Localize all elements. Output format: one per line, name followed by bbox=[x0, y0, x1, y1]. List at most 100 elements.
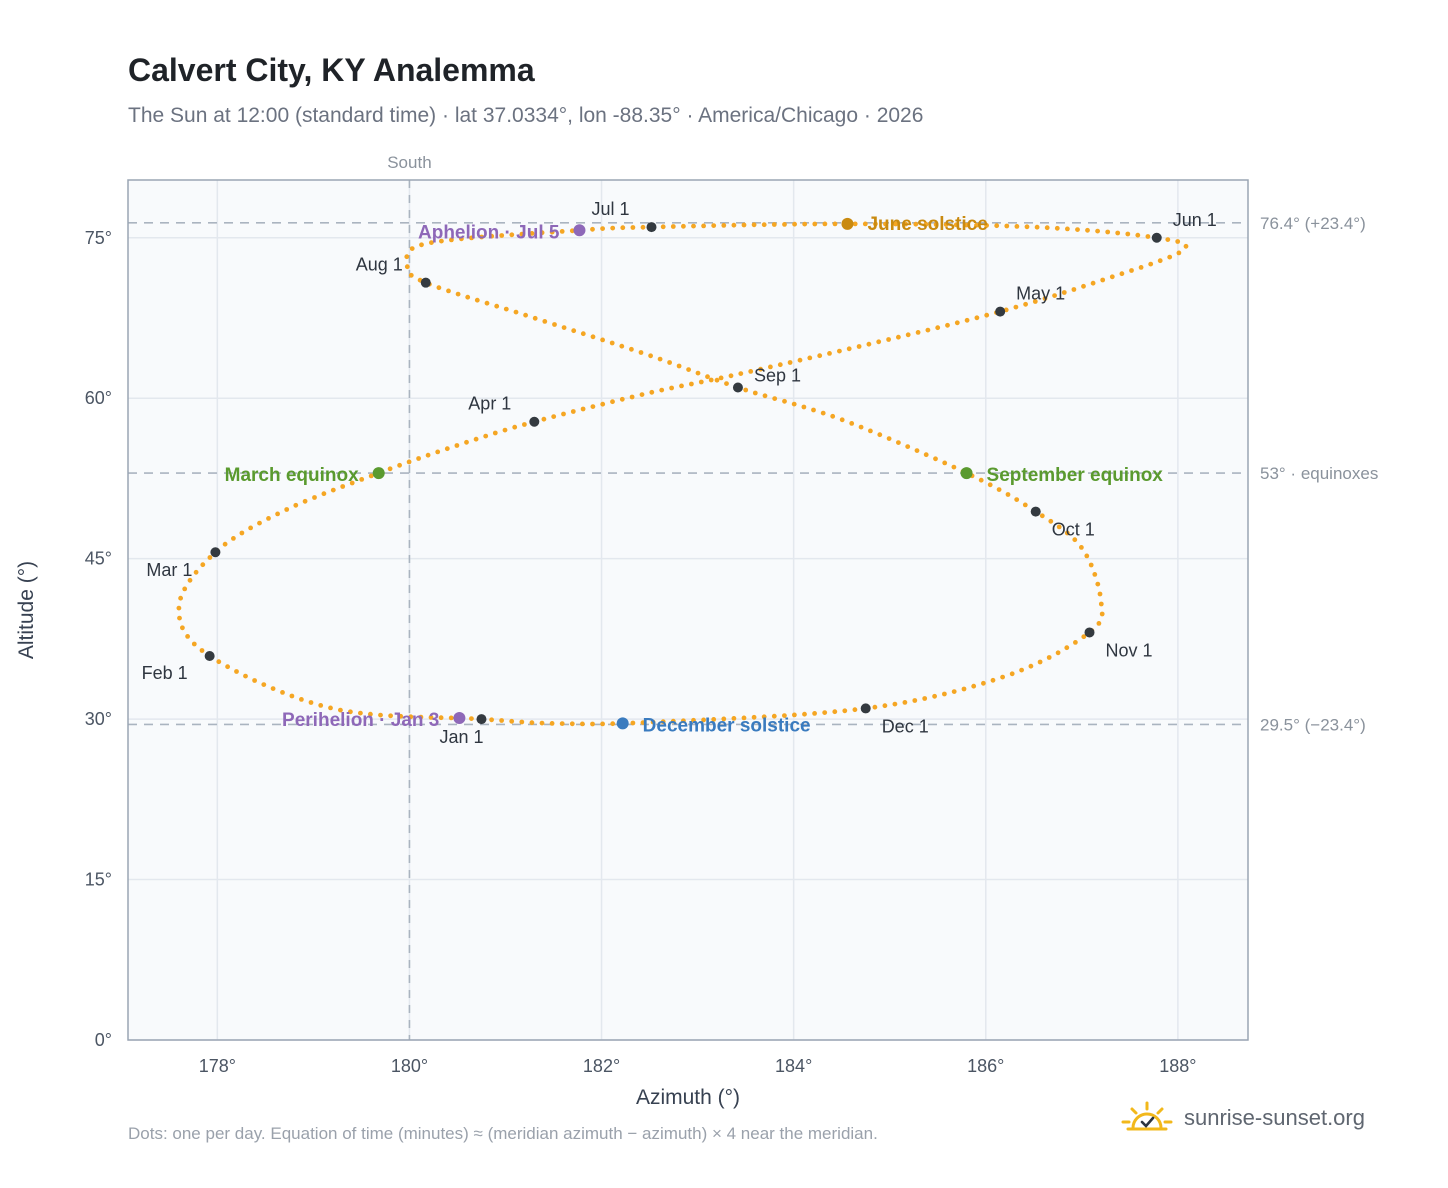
daily-dot bbox=[406, 459, 412, 465]
daily-dot bbox=[822, 221, 828, 227]
daily-dot bbox=[886, 337, 891, 342]
daily-dot bbox=[234, 669, 239, 674]
daily-dot bbox=[711, 223, 717, 229]
daily-dot bbox=[1138, 265, 1144, 270]
daily-dot bbox=[448, 715, 454, 721]
daily-dot bbox=[1167, 254, 1173, 260]
daily-dot bbox=[1105, 229, 1111, 235]
daily-dot bbox=[176, 605, 182, 611]
month-marker bbox=[1151, 232, 1162, 243]
daily-dot bbox=[1048, 518, 1054, 524]
daily-dot bbox=[827, 351, 832, 356]
daily-dot bbox=[185, 634, 191, 639]
daily-dot bbox=[903, 221, 909, 227]
daily-dot bbox=[923, 221, 929, 227]
daily-dot bbox=[1034, 224, 1040, 230]
daily-dot bbox=[1084, 553, 1090, 559]
daily-dot bbox=[559, 721, 565, 726]
daily-dot bbox=[1064, 645, 1070, 651]
daily-dot bbox=[439, 238, 444, 244]
daily-dot bbox=[801, 404, 807, 410]
daily-dot bbox=[667, 360, 672, 365]
y-tick-label: 15° bbox=[85, 870, 112, 890]
daily-dot bbox=[522, 422, 527, 427]
daily-dot bbox=[701, 717, 706, 723]
daily-dot bbox=[984, 312, 990, 318]
daily-dot bbox=[650, 719, 656, 725]
chart-subtitle: The Sun at 12:00 (standard time) · lat 3… bbox=[128, 104, 924, 127]
daily-dot bbox=[1046, 655, 1052, 660]
daily-dot bbox=[239, 530, 245, 536]
daily-dot bbox=[1090, 280, 1096, 286]
daily-dot bbox=[866, 341, 872, 347]
daily-dot bbox=[1125, 231, 1131, 237]
daily-dot bbox=[758, 366, 763, 372]
month-label: Dec 1 bbox=[882, 716, 929, 736]
y-axis-label: Altitude (°) bbox=[15, 561, 38, 659]
daily-dot bbox=[822, 710, 828, 715]
month-label: May 1 bbox=[1016, 284, 1065, 304]
daily-dot bbox=[270, 686, 276, 691]
meridian-label: South bbox=[387, 153, 431, 172]
daily-dot bbox=[945, 322, 950, 328]
daily-dot bbox=[503, 306, 509, 312]
daily-dot bbox=[695, 370, 701, 376]
daily-dot bbox=[971, 683, 977, 689]
daily-dot bbox=[465, 294, 471, 300]
event-marker bbox=[453, 712, 466, 725]
month-label: Feb 1 bbox=[142, 663, 188, 683]
daily-dot bbox=[705, 374, 710, 380]
daily-dot bbox=[676, 363, 682, 369]
event-markers: June solstice December solstice March equi… bbox=[225, 214, 1164, 737]
daily-dot bbox=[216, 659, 222, 665]
daily-dot bbox=[905, 332, 911, 338]
daily-dot bbox=[923, 452, 929, 458]
daily-dot bbox=[638, 350, 644, 355]
daily-dot bbox=[590, 226, 595, 232]
daily-dot bbox=[1095, 228, 1100, 234]
daily-dot bbox=[1009, 671, 1015, 677]
daily-dot bbox=[657, 356, 663, 362]
daily-dot bbox=[404, 264, 410, 270]
daily-dot bbox=[1072, 537, 1078, 543]
daily-dot bbox=[691, 223, 696, 229]
daily-dot bbox=[523, 312, 528, 318]
daily-dot bbox=[446, 288, 451, 294]
daily-dot bbox=[1165, 237, 1171, 243]
daily-dot bbox=[1148, 261, 1154, 267]
daily-dot bbox=[782, 713, 787, 718]
daily-dot bbox=[862, 221, 868, 227]
daily-dot bbox=[639, 392, 645, 397]
daily-dot bbox=[387, 466, 393, 472]
daily-dot bbox=[489, 717, 494, 723]
daily-dot bbox=[1028, 663, 1034, 669]
daily-dot bbox=[509, 232, 515, 238]
daily-dot bbox=[659, 387, 665, 393]
brand-logo[interactable]: sunrise-sunset.org bbox=[1120, 1100, 1365, 1136]
daily-dot bbox=[1096, 621, 1102, 626]
daily-dot bbox=[284, 507, 290, 512]
daily-dot bbox=[416, 456, 421, 461]
daily-dot bbox=[177, 615, 182, 621]
daily-dot bbox=[275, 511, 280, 517]
daily-dot bbox=[1157, 258, 1163, 264]
daily-dot bbox=[640, 224, 646, 230]
daily-dot bbox=[761, 222, 767, 228]
daily-dot bbox=[1085, 227, 1090, 233]
month-markers: Jan 1 Feb 1 Mar 1 Apr 1 May 1 Jun 1 Jul 1 Aug 1… bbox=[142, 199, 1217, 747]
daily-dot bbox=[580, 331, 586, 337]
daily-dot bbox=[479, 234, 484, 240]
daily-dot bbox=[752, 390, 758, 396]
daily-dot bbox=[571, 328, 577, 334]
daily-dot bbox=[512, 424, 518, 430]
daily-dot bbox=[178, 595, 184, 601]
daily-dot bbox=[741, 222, 747, 228]
daily-dot bbox=[731, 222, 737, 228]
daily-dot bbox=[1014, 224, 1020, 229]
daily-dot bbox=[797, 357, 803, 363]
daily-dot bbox=[1100, 277, 1106, 283]
month-label: Sep 1 bbox=[754, 366, 801, 386]
daily-dot bbox=[751, 714, 757, 720]
plot-frame bbox=[127, 179, 1249, 1041]
sun-logo-icon bbox=[1121, 1101, 1173, 1131]
